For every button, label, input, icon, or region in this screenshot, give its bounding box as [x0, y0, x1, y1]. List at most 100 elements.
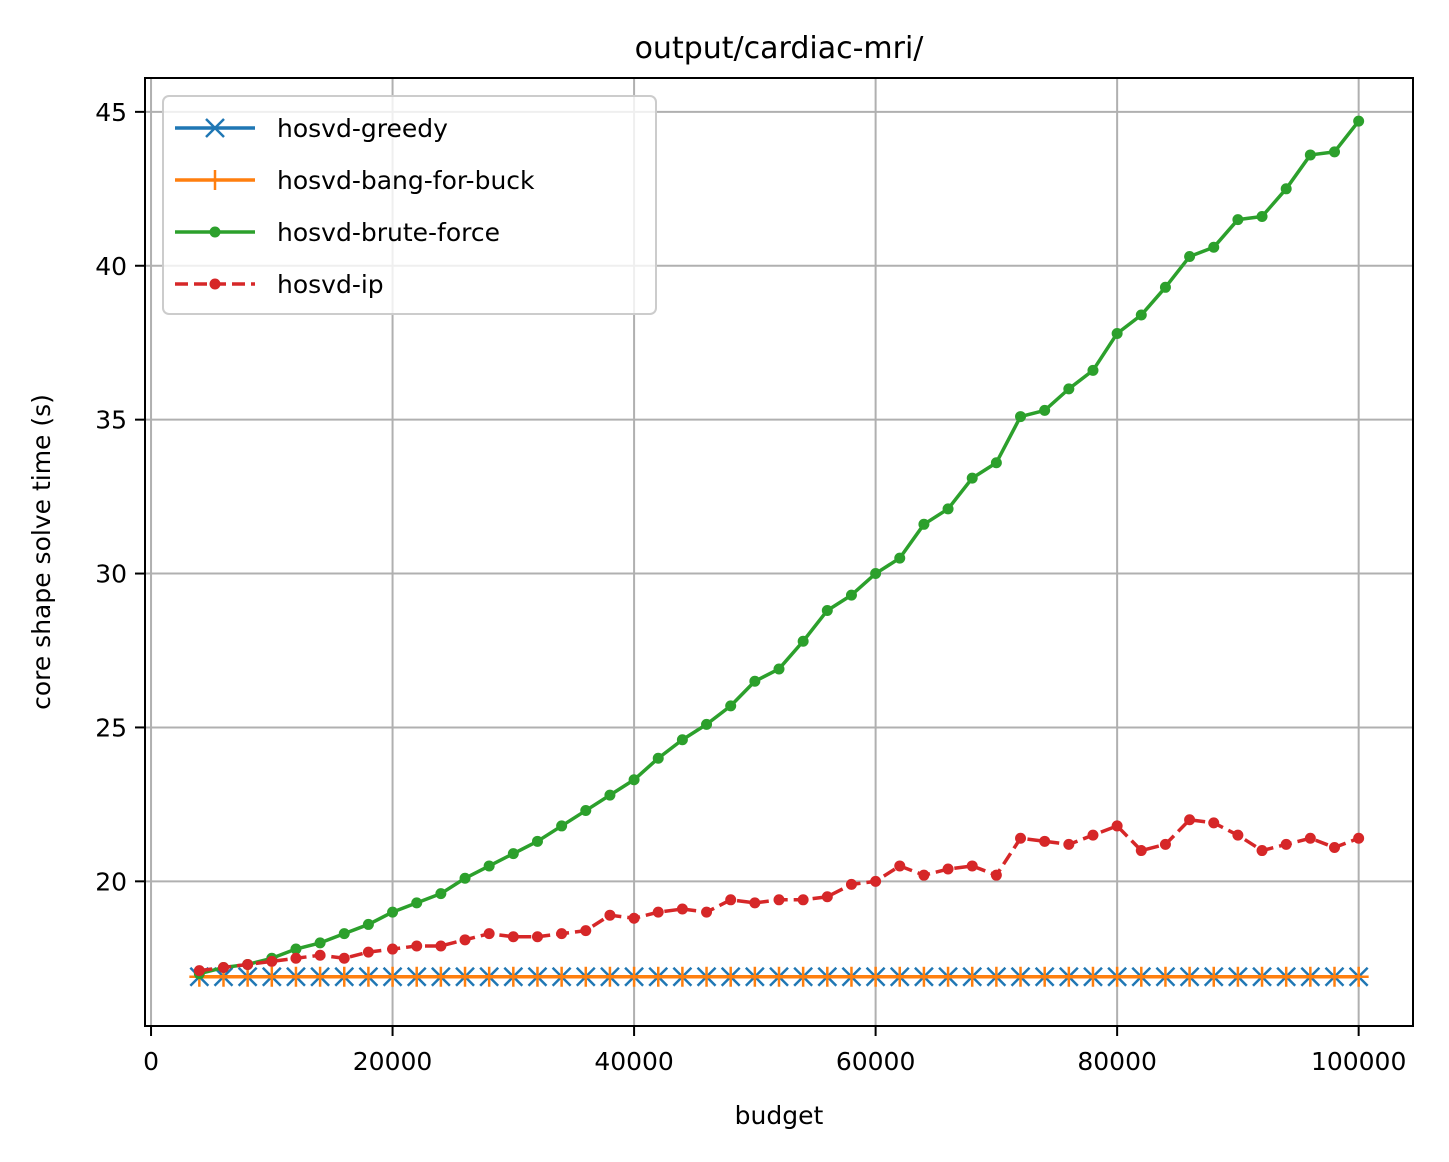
data-point	[290, 952, 302, 964]
data-point	[749, 675, 761, 687]
plot-frame	[144, 77, 1414, 1027]
data-point	[1353, 115, 1365, 127]
x-tick-label: 20000	[353, 1047, 433, 1076]
data-point	[845, 589, 857, 601]
data-point	[918, 869, 930, 881]
data-point	[217, 962, 229, 974]
x-axis-label: budget	[735, 1101, 824, 1130]
data-point	[604, 909, 616, 921]
data-point	[821, 604, 833, 616]
y-tick-label: 25	[95, 713, 127, 742]
legend: hosvd-greedy hosvd-bang-for-buck hosvd-bru…	[162, 95, 657, 315]
data-point	[990, 457, 1002, 469]
legend-label: hosvd-ip	[277, 270, 384, 299]
data-point	[1232, 214, 1244, 226]
data-point	[676, 903, 688, 915]
y-tick-label: 40	[95, 252, 127, 281]
data-point	[459, 872, 471, 884]
data-point	[362, 946, 374, 958]
data-point	[1256, 845, 1268, 857]
y-tick-label: 35	[95, 406, 127, 435]
data-point	[845, 878, 857, 890]
data-point	[459, 934, 471, 946]
data-point	[725, 700, 737, 712]
data-point	[676, 734, 688, 746]
data-point	[1329, 146, 1341, 158]
data-point	[894, 860, 906, 872]
legend-item: hosvd-ip	[175, 270, 384, 299]
data-point	[290, 943, 302, 955]
data-point	[701, 906, 713, 918]
data-point	[1087, 364, 1099, 376]
data-point	[604, 789, 616, 801]
data-point	[314, 937, 326, 949]
data-point	[580, 805, 592, 817]
data-point	[338, 952, 350, 964]
y-tick-label: 30	[95, 560, 127, 589]
data-point	[942, 503, 954, 515]
data-point	[1256, 211, 1268, 223]
data-point	[1087, 829, 1099, 841]
data-point	[531, 931, 543, 943]
y-axis-label: core shape solve time (s)	[27, 394, 56, 710]
data-point	[1184, 251, 1196, 263]
data-point	[1159, 838, 1171, 850]
data-point	[652, 752, 664, 764]
series-hosvd-ip	[193, 814, 1365, 977]
y-tick-label: 20	[95, 867, 127, 896]
data-point	[1015, 832, 1027, 844]
data-point	[1232, 829, 1244, 841]
series-layer	[189, 115, 1369, 987]
data-point	[1329, 841, 1341, 853]
data-point	[628, 912, 640, 924]
data-point	[725, 894, 737, 906]
data-point	[483, 928, 495, 940]
x-tick-label: 60000	[836, 1047, 916, 1076]
series-hosvd-bang-for-buck	[189, 966, 1369, 987]
data-point	[870, 875, 882, 887]
data-point	[1063, 838, 1075, 850]
data-point	[556, 928, 568, 940]
data-point	[1280, 838, 1292, 850]
legend-label: hosvd-bang-for-buck	[277, 166, 535, 195]
legend-box	[162, 95, 657, 315]
y-tick-label: 45	[95, 98, 127, 127]
data-point	[1015, 411, 1027, 423]
data-point	[628, 774, 640, 786]
data-point	[314, 949, 326, 961]
legend-item: hosvd-brute-force	[175, 218, 500, 247]
data-point	[821, 891, 833, 903]
data-point	[483, 860, 495, 872]
data-point	[773, 663, 785, 675]
data-point	[1208, 817, 1220, 829]
data-point	[1135, 845, 1147, 857]
data-point	[1039, 835, 1051, 847]
data-point	[918, 518, 930, 530]
data-point	[580, 925, 592, 937]
data-point	[1304, 149, 1316, 161]
chart-title: output/cardiac-mri/	[635, 31, 925, 66]
legend-item: hosvd-greedy	[175, 114, 448, 143]
data-point	[1063, 383, 1075, 395]
data-point	[242, 958, 254, 970]
x-tick-label: 0	[143, 1047, 159, 1076]
data-point	[411, 940, 423, 952]
x-tick-label: 100000	[1311, 1047, 1406, 1076]
data-point	[870, 568, 882, 580]
legend-marker	[205, 118, 225, 138]
data-point	[966, 860, 978, 872]
data-point	[1111, 327, 1123, 339]
data-point	[556, 820, 568, 832]
data-point	[266, 955, 278, 967]
data-point	[1353, 832, 1365, 844]
data-point	[1159, 281, 1171, 293]
data-point	[749, 897, 761, 909]
legend-marker	[209, 226, 221, 238]
x-tick-label: 80000	[1077, 1047, 1157, 1076]
data-point	[435, 888, 447, 900]
data-point	[942, 863, 954, 875]
legend-marker	[209, 278, 221, 290]
data-point	[507, 931, 519, 943]
data-point	[387, 906, 399, 918]
legend-label: hosvd-brute-force	[277, 218, 500, 247]
